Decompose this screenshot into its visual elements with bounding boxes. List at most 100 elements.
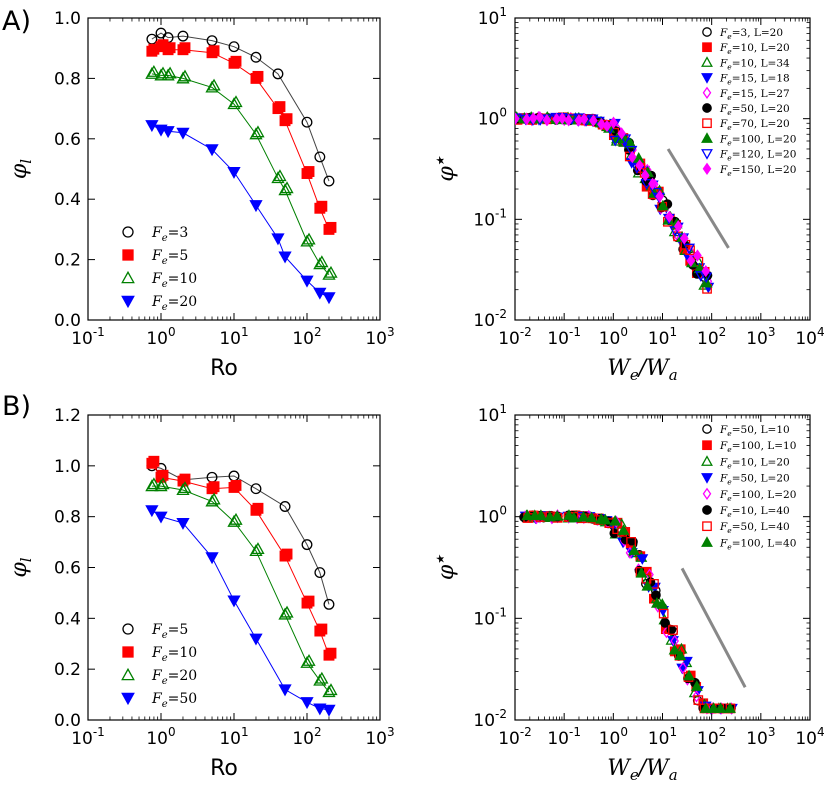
data-point bbox=[313, 673, 327, 686]
data-point bbox=[280, 181, 294, 194]
legend-marker bbox=[122, 249, 134, 261]
data-point bbox=[567, 511, 580, 523]
data-point bbox=[315, 255, 329, 268]
legend-entry: Fe=10, L=34 bbox=[719, 57, 790, 71]
legend-marker bbox=[121, 692, 135, 706]
data-point bbox=[628, 544, 641, 556]
data-point bbox=[564, 114, 573, 127]
series-8 bbox=[515, 113, 713, 284]
data-point bbox=[278, 251, 292, 264]
data-point bbox=[313, 257, 327, 270]
data-point bbox=[693, 695, 704, 705]
data-point bbox=[627, 150, 637, 164]
data-point bbox=[227, 514, 241, 527]
reference-slope-line bbox=[666, 148, 730, 249]
legend-entry: Fe=50, L=20 bbox=[719, 103, 790, 117]
data-point bbox=[229, 95, 243, 108]
data-point bbox=[325, 221, 337, 233]
data-point bbox=[528, 111, 538, 125]
data-point bbox=[685, 245, 695, 256]
data-point bbox=[300, 655, 314, 668]
legend-entry: Fe=15, L=18 bbox=[719, 73, 790, 87]
data-point bbox=[274, 101, 286, 113]
x-tick-label: 100 bbox=[146, 325, 175, 349]
data-point bbox=[609, 135, 622, 147]
data-point bbox=[163, 66, 177, 79]
x-axis-label: Ro bbox=[210, 756, 238, 781]
data-point bbox=[686, 254, 696, 267]
data-point bbox=[252, 70, 264, 82]
y-tick-label: 0.6 bbox=[54, 559, 81, 579]
data-point bbox=[322, 685, 336, 698]
y-tick-label: 0.0 bbox=[54, 311, 81, 331]
data-point bbox=[178, 481, 192, 494]
data-point bbox=[302, 232, 316, 245]
data-point bbox=[579, 112, 589, 126]
data-point bbox=[278, 183, 292, 196]
data-point bbox=[322, 267, 336, 280]
data-point bbox=[551, 509, 564, 521]
data-point bbox=[535, 110, 545, 124]
legend-marker bbox=[702, 424, 712, 434]
x-tick-label: 10-2 bbox=[498, 725, 532, 749]
legend: Fe=50, L=10 Fe=100, L=10 Fe=10, L=20 Fe=50,… bbox=[701, 424, 796, 551]
series-3 bbox=[145, 120, 336, 305]
data-point bbox=[279, 501, 291, 512]
y-axis-label: φl bbox=[7, 557, 35, 577]
x-tick-label: 102 bbox=[697, 725, 726, 749]
y-tick-label: 0.0 bbox=[54, 711, 81, 731]
legend-marker bbox=[702, 521, 712, 532]
data-point bbox=[325, 647, 337, 659]
x-axis-label: We/Wa bbox=[607, 756, 678, 784]
plot-frame bbox=[87, 414, 381, 721]
data-point bbox=[683, 669, 695, 681]
data-point bbox=[145, 67, 159, 79]
data-point bbox=[690, 680, 703, 691]
y-tick-label: 100 bbox=[478, 106, 507, 130]
data-point bbox=[619, 134, 632, 146]
data-point bbox=[147, 65, 161, 77]
y-tick-label: 0.6 bbox=[54, 130, 81, 150]
x-tick-label: 103 bbox=[365, 725, 394, 749]
data-point bbox=[521, 509, 534, 521]
legend-entry: Fe=120, L=20 bbox=[719, 149, 796, 163]
data-point bbox=[692, 690, 701, 703]
data-point bbox=[300, 275, 314, 288]
data-point bbox=[515, 112, 520, 125]
series-9 bbox=[515, 110, 711, 278]
series-7 bbox=[521, 509, 736, 713]
data-point bbox=[314, 151, 326, 163]
y-axis-label: φ★ bbox=[434, 155, 459, 181]
data-point bbox=[179, 42, 191, 54]
x-tick-label: 101 bbox=[219, 325, 248, 349]
data-point bbox=[250, 483, 262, 495]
data-point bbox=[626, 537, 636, 547]
x-tick-label: 104 bbox=[795, 325, 824, 349]
legend-marker bbox=[701, 73, 713, 84]
data-point bbox=[249, 200, 263, 213]
data-point bbox=[148, 455, 160, 467]
y-tick-label: 0.4 bbox=[54, 609, 81, 629]
x-tick-label: 101 bbox=[648, 725, 677, 749]
data-point bbox=[145, 120, 159, 133]
legend-marker bbox=[701, 473, 713, 484]
data-point bbox=[273, 169, 287, 182]
x-tick-label: 10-1 bbox=[547, 725, 581, 749]
legend-entry: Fe=10 bbox=[151, 645, 197, 664]
data-point bbox=[156, 477, 170, 490]
data-point bbox=[300, 234, 314, 247]
data-point bbox=[557, 112, 567, 125]
data-point bbox=[251, 125, 265, 138]
x-axis-label: Ro bbox=[210, 356, 238, 381]
data-point bbox=[161, 68, 175, 81]
y-tick-label: 0.2 bbox=[54, 251, 81, 271]
data-point bbox=[542, 113, 552, 127]
x-tick-label: 102 bbox=[697, 325, 726, 349]
data-point bbox=[176, 71, 190, 84]
legend-entry: Fe=50, L=40 bbox=[719, 521, 790, 535]
legend: Fe=5 Fe=10 Fe=20 Fe=50 bbox=[121, 622, 197, 710]
data-point bbox=[324, 683, 338, 696]
legend-marker bbox=[121, 270, 135, 284]
y-tick-label: 10-1 bbox=[473, 206, 507, 230]
data-point bbox=[602, 119, 612, 133]
